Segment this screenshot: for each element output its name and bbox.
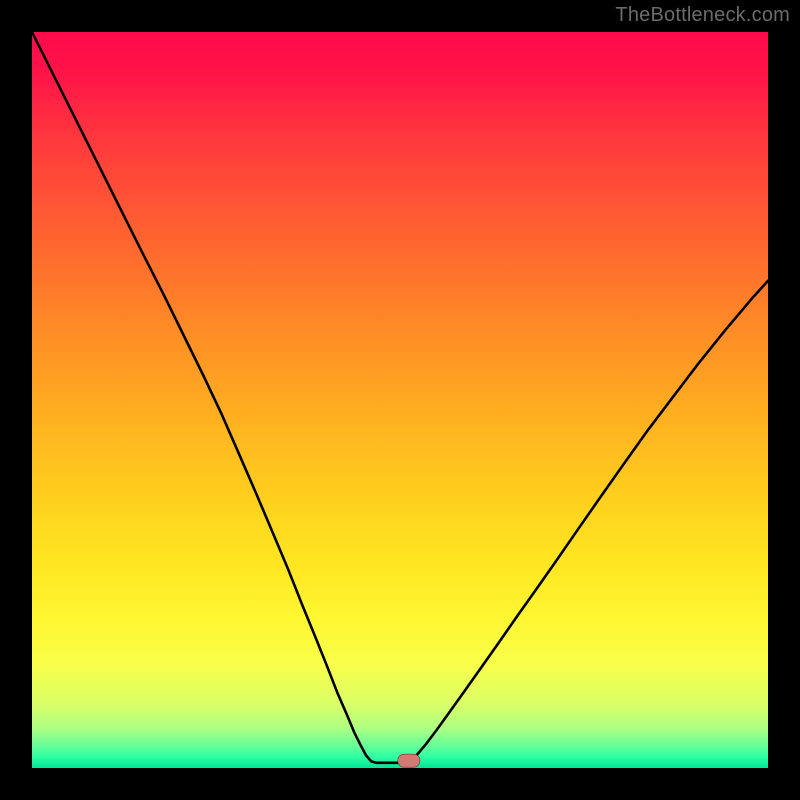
optimum-marker: [398, 754, 420, 767]
bottleneck-chart: [0, 0, 800, 800]
plot-area: [32, 32, 768, 768]
chart-container: TheBottleneck.com: [0, 0, 800, 800]
